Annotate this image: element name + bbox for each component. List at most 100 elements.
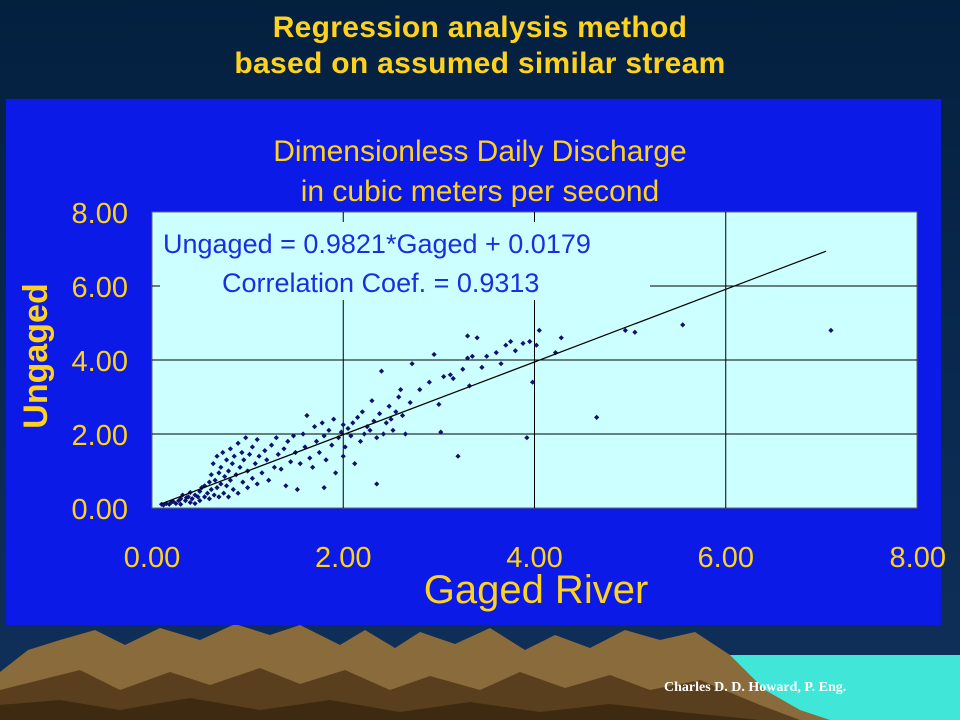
data-point — [256, 453, 262, 459]
data-point — [189, 496, 195, 502]
data-point — [214, 453, 220, 459]
data-point — [294, 486, 300, 493]
data-point — [197, 488, 203, 494]
data-points — [158, 322, 834, 508]
data-point — [204, 490, 211, 496]
data-point — [223, 483, 230, 489]
data-point — [230, 486, 236, 493]
data-point — [268, 442, 275, 448]
data-point — [290, 433, 297, 439]
chart-title: Dimensionless Daily Discharge — [273, 135, 686, 168]
data-point — [214, 485, 220, 491]
data-point — [307, 455, 313, 461]
data-point — [182, 498, 189, 504]
data-point — [297, 461, 303, 467]
data-point — [380, 431, 387, 437]
data-point — [354, 414, 361, 420]
data-point — [199, 485, 205, 491]
data-point — [464, 333, 471, 339]
data-point — [357, 438, 364, 444]
data-point — [536, 327, 542, 333]
data-point — [311, 424, 318, 430]
data-point — [201, 494, 208, 500]
x-tick-label: 2.00 — [315, 542, 371, 574]
data-point — [210, 461, 216, 467]
data-point — [402, 431, 409, 437]
data-point — [262, 448, 268, 454]
data-point — [828, 327, 834, 333]
data-point — [208, 486, 214, 493]
data-point — [460, 366, 466, 372]
data-point — [300, 431, 306, 437]
data-point — [329, 442, 335, 448]
data-point — [246, 451, 253, 457]
data-point — [386, 403, 392, 409]
data-point — [374, 435, 380, 441]
data-point — [407, 399, 413, 406]
data-point — [469, 353, 475, 359]
slide-title-line-2: based on assumed similar stream — [234, 47, 726, 80]
mountain-foreground — [0, 698, 760, 720]
data-point — [252, 461, 258, 467]
data-point — [259, 470, 265, 476]
data-point — [254, 436, 260, 443]
data-point — [361, 431, 367, 437]
data-point — [438, 429, 444, 435]
plot-area-group — [151, 211, 918, 509]
y-axis-label: Ungaged — [17, 283, 55, 428]
data-point — [231, 453, 237, 459]
data-point — [264, 457, 270, 463]
data-point — [503, 342, 509, 348]
data-point — [367, 427, 373, 433]
data-point — [484, 353, 490, 359]
data-point — [342, 444, 348, 450]
data-point — [507, 338, 514, 345]
x-tick-label: 4.00 — [506, 542, 562, 574]
data-point — [622, 327, 628, 333]
data-point — [436, 401, 442, 407]
data-point — [466, 383, 473, 389]
data-point — [512, 348, 518, 354]
data-point — [223, 457, 230, 463]
x-axis-label: Gaged River — [424, 568, 649, 612]
data-point — [235, 490, 241, 496]
data-point — [313, 438, 320, 444]
data-point — [222, 473, 228, 480]
data-point — [240, 479, 246, 485]
data-point — [393, 409, 399, 415]
data-point — [520, 340, 526, 346]
data-point — [192, 492, 198, 498]
y-tick-label: 4.00 — [72, 346, 128, 378]
correlation-coefficient: Correlation Coef. = 0.9313 — [222, 268, 539, 298]
data-point — [524, 435, 530, 441]
author-credit: Charles D. D. Howard, P. Eng. — [664, 680, 847, 695]
data-point — [183, 495, 190, 501]
data-point — [216, 494, 222, 500]
data-point — [195, 494, 201, 500]
data-point — [173, 500, 179, 507]
data-point — [218, 481, 224, 487]
data-point — [187, 499, 193, 506]
data-point — [288, 459, 294, 465]
y-tick-label: 6.00 — [72, 272, 128, 304]
data-point — [594, 414, 600, 420]
data-point — [185, 494, 191, 500]
data-point — [271, 464, 277, 470]
data-point — [249, 475, 256, 481]
data-point — [493, 350, 499, 356]
data-point — [316, 449, 322, 456]
data-point — [383, 420, 389, 426]
data-point — [168, 499, 174, 506]
data-point — [533, 342, 540, 348]
y-tick-labels: 0.00 2.00 4.00 6.00 8.00 — [72, 198, 128, 526]
equation-box — [160, 222, 650, 300]
data-point — [376, 411, 383, 417]
data-point — [398, 387, 404, 393]
x-tick-label: 0.00 — [124, 542, 180, 574]
data-point — [310, 464, 316, 470]
y-tick-label: 0.00 — [72, 494, 128, 526]
data-point — [450, 375, 456, 382]
data-point — [245, 485, 251, 491]
data-point — [441, 374, 447, 380]
